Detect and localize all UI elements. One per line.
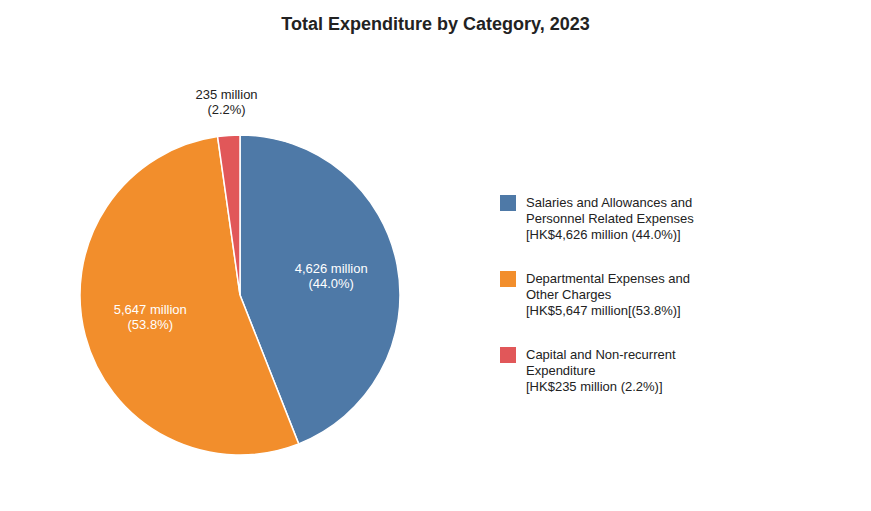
data-label: 5,647 million(53.8%) bbox=[114, 303, 187, 333]
slice bbox=[218, 135, 240, 295]
legend-label: Departmental Expenses andOther Charges[H… bbox=[526, 271, 690, 318]
slice bbox=[80, 137, 299, 455]
legend-swatch bbox=[500, 347, 516, 363]
data-label: 4,626 million(44.0%) bbox=[295, 262, 368, 292]
pie bbox=[80, 135, 400, 455]
title: Total Expenditure by Category, 2023 bbox=[281, 14, 589, 34]
legend-swatch bbox=[500, 195, 516, 211]
legend-label: Salaries and Allowances andPersonnel Rel… bbox=[526, 195, 694, 242]
legend-item: Capital and Non-recurrentExpenditure[HK$… bbox=[500, 347, 676, 394]
legend-label: Capital and Non-recurrentExpenditure[HK$… bbox=[526, 347, 676, 394]
chart: Total Expenditure by Category, 2023 4,626… bbox=[0, 0, 871, 511]
legend-item: Departmental Expenses andOther Charges[H… bbox=[500, 271, 690, 318]
legend-item: Salaries and Allowances andPersonnel Rel… bbox=[500, 195, 694, 242]
legend-swatch bbox=[500, 271, 516, 287]
data-label: 235 million(2.2%) bbox=[195, 87, 257, 117]
legend: Salaries and Allowances andPersonnel Rel… bbox=[500, 195, 694, 394]
data-labels: 4,626 million(44.0%) 5,647 million(53.8%)… bbox=[114, 87, 368, 332]
